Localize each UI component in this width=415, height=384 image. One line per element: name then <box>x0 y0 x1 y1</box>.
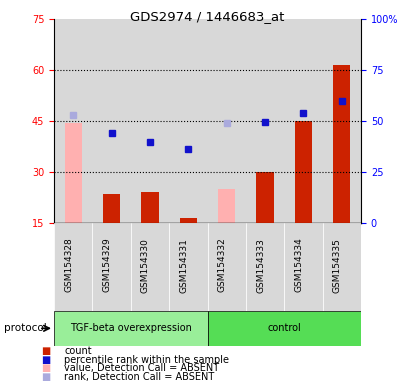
Bar <box>284 19 323 223</box>
Text: ■: ■ <box>42 346 51 356</box>
Bar <box>333 65 351 223</box>
Text: GSM154335: GSM154335 <box>333 238 342 293</box>
Text: ■: ■ <box>42 355 51 365</box>
Bar <box>54 311 208 346</box>
Text: control: control <box>267 323 301 333</box>
Bar <box>246 223 284 311</box>
Bar <box>93 19 131 223</box>
Bar <box>64 122 82 223</box>
Bar <box>169 19 208 223</box>
Text: GSM154328: GSM154328 <box>64 238 73 293</box>
Text: TGF-beta overexpression: TGF-beta overexpression <box>70 323 192 333</box>
Text: GSM154331: GSM154331 <box>179 238 188 293</box>
Bar <box>256 172 274 223</box>
Bar <box>141 192 159 223</box>
Bar <box>323 19 361 223</box>
Text: value, Detection Call = ABSENT: value, Detection Call = ABSENT <box>64 363 220 373</box>
Bar <box>208 19 246 223</box>
Bar <box>208 311 361 346</box>
Bar <box>103 194 120 223</box>
Bar <box>295 121 312 223</box>
Text: ■: ■ <box>42 363 51 373</box>
Text: rank, Detection Call = ABSENT: rank, Detection Call = ABSENT <box>64 372 215 382</box>
Text: GDS2974 / 1446683_at: GDS2974 / 1446683_at <box>130 10 285 23</box>
Bar <box>246 19 284 223</box>
Bar <box>169 223 208 311</box>
Bar <box>295 121 312 223</box>
Bar <box>54 223 92 311</box>
Bar <box>208 223 246 311</box>
Text: GSM154334: GSM154334 <box>295 238 303 293</box>
Bar <box>180 218 197 223</box>
Bar <box>131 223 169 311</box>
Text: GSM154330: GSM154330 <box>141 238 150 293</box>
Text: GSM154329: GSM154329 <box>103 238 112 293</box>
Bar <box>131 19 169 223</box>
Text: count: count <box>64 346 92 356</box>
Bar <box>218 189 235 223</box>
Text: protocol: protocol <box>4 323 47 333</box>
Bar <box>284 223 323 311</box>
Text: GSM154333: GSM154333 <box>256 238 265 293</box>
Bar <box>93 223 131 311</box>
Text: GSM154332: GSM154332 <box>218 238 227 293</box>
Bar <box>54 19 92 223</box>
Text: percentile rank within the sample: percentile rank within the sample <box>64 355 229 365</box>
Bar <box>333 65 351 223</box>
Bar <box>323 223 361 311</box>
Text: ■: ■ <box>42 372 51 382</box>
